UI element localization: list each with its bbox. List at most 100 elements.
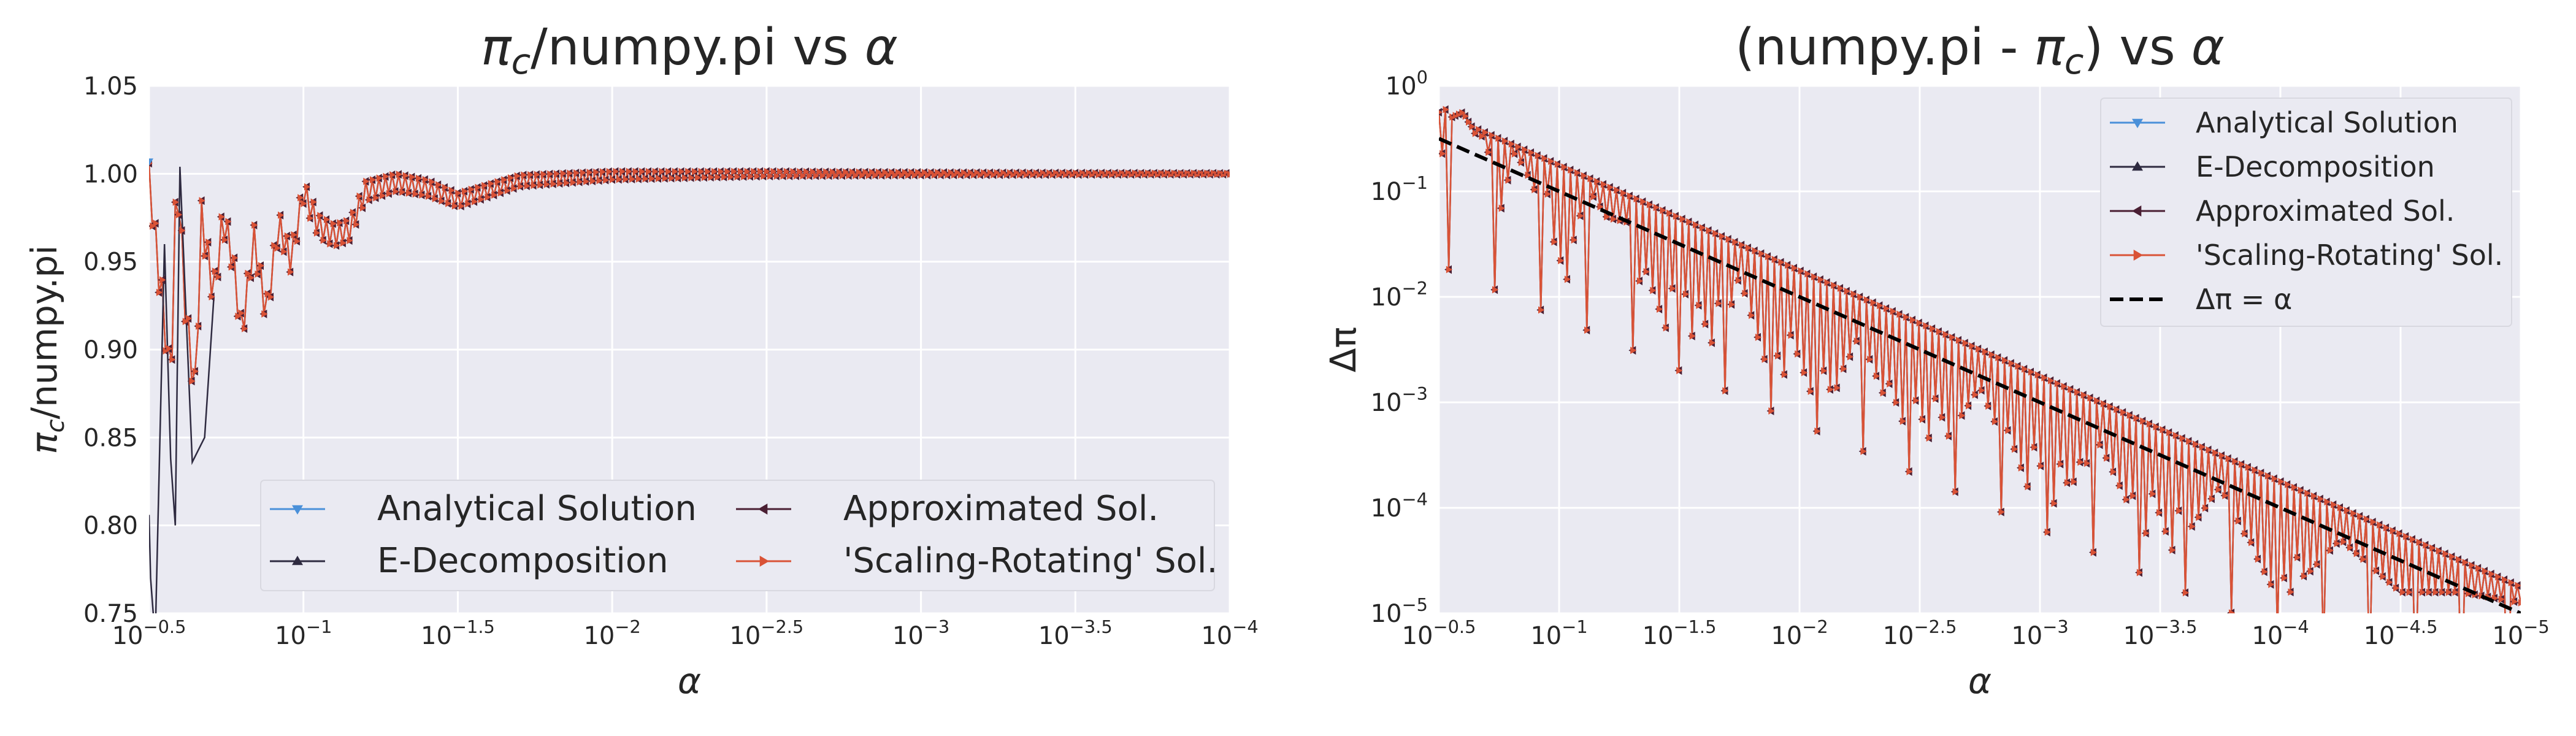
marker-scaling-rotating — [1781, 370, 1788, 378]
marker-scaling-rotating — [2423, 541, 2429, 549]
marker-scaling-rotating — [1056, 171, 1063, 178]
marker-scaling-rotating — [1903, 313, 1910, 321]
marker-scaling-rotating — [547, 170, 554, 178]
y-axis-label: πc/numpy.pi — [23, 245, 70, 454]
marker-scaling-rotating — [823, 168, 830, 176]
marker-scaling-rotating — [1485, 148, 1492, 156]
marker-scaling-rotating — [691, 167, 699, 175]
marker-scaling-rotating — [307, 214, 314, 222]
marker-scaling-rotating — [708, 174, 715, 182]
marker-scaling-rotating — [1827, 385, 1834, 393]
marker-scaling-rotating — [2090, 548, 2097, 556]
marker-scaling-rotating — [1181, 171, 1188, 178]
marker-scaling-rotating — [313, 229, 321, 237]
legend-box — [260, 480, 1215, 591]
marker-scaling-rotating — [232, 254, 239, 262]
marker-scaling-rotating — [616, 175, 623, 183]
marker-scaling-rotating — [1689, 332, 1696, 340]
marker-scaling-rotating — [1003, 171, 1010, 178]
marker-scaling-rotating — [304, 183, 311, 191]
marker-scaling-rotating — [1913, 397, 1920, 405]
marker-scaling-rotating — [938, 171, 945, 179]
marker-scaling-rotating — [1030, 171, 1037, 178]
marker-scaling-rotating — [2206, 446, 2212, 454]
x-tick-label: 10−3.5 — [1038, 616, 1113, 650]
marker-scaling-rotating — [343, 217, 350, 225]
marker-scaling-rotating — [2439, 588, 2446, 596]
marker-scaling-rotating — [570, 178, 577, 186]
x-tick-label: 10−3 — [2011, 616, 2068, 650]
marker-scaling-rotating — [1673, 212, 1680, 220]
marker-scaling-rotating — [294, 237, 301, 245]
marker-scaling-rotating — [586, 169, 593, 177]
legend-label: 'Scaling-Rotating' Sol. — [843, 541, 1217, 581]
marker-scaling-rotating — [1211, 169, 1217, 177]
marker-scaling-rotating — [1755, 333, 1762, 341]
marker-scaling-rotating — [715, 173, 721, 181]
marker-scaling-rotating — [1525, 171, 1531, 179]
marker-scaling-rotating — [987, 169, 994, 177]
marker-scaling-rotating — [448, 186, 455, 194]
marker-scaling-rotating — [2409, 535, 2417, 543]
marker-scaling-rotating — [1745, 244, 1752, 252]
marker-scaling-rotating — [1976, 345, 1982, 353]
marker-scaling-rotating — [186, 315, 193, 323]
marker-scaling-rotating — [2406, 588, 2413, 596]
marker-scaling-rotating — [393, 188, 399, 196]
marker-scaling-rotating — [593, 168, 600, 176]
marker-scaling-rotating — [2058, 460, 2064, 468]
marker-scaling-rotating — [836, 168, 843, 176]
marker-scaling-rotating — [356, 192, 363, 200]
marker-scaling-rotating — [1059, 169, 1066, 177]
marker-scaling-rotating — [1949, 334, 1956, 342]
marker-scaling-rotating — [2512, 597, 2518, 605]
marker-scaling-rotating — [531, 182, 537, 190]
marker-scaling-rotating — [2199, 443, 2206, 451]
marker-scaling-rotating — [2160, 426, 2166, 434]
marker-scaling-rotating — [2367, 670, 2373, 677]
marker-scaling-rotating — [1544, 190, 1551, 198]
marker-scaling-rotating — [1722, 387, 1729, 395]
marker-scaling-rotating — [288, 268, 294, 276]
marker-scaling-rotating — [1175, 171, 1181, 178]
x-tick-label: 10−4 — [2252, 616, 2309, 650]
marker-scaling-rotating — [192, 367, 199, 375]
marker-scaling-rotating — [1817, 275, 1824, 283]
marker-scaling-rotating — [153, 220, 159, 228]
marker-scaling-rotating — [507, 174, 515, 182]
marker-scaling-rotating — [1214, 171, 1221, 178]
marker-scaling-rotating — [1919, 415, 1926, 423]
marker-scaling-rotating — [632, 167, 639, 175]
marker-scaling-rotating — [2515, 581, 2521, 589]
marker-scaling-rotating — [1979, 386, 1985, 394]
marker-scaling-rotating — [639, 167, 646, 175]
marker-scaling-rotating — [603, 176, 610, 184]
chart-title: πc/numpy.pi vs α — [481, 18, 898, 82]
marker-scaling-rotating — [2298, 486, 2304, 494]
chart-title: (numpy.pi - πc) vs α — [1735, 18, 2225, 82]
marker-scaling-rotating — [491, 191, 498, 199]
marker-scaling-rotating — [1469, 123, 1476, 131]
marker-scaling-rotating — [567, 169, 573, 177]
marker-scaling-rotating — [1712, 229, 1719, 237]
marker-scaling-rotating — [780, 172, 787, 180]
marker-scaling-rotating — [1551, 238, 1558, 246]
marker-scaling-rotating — [228, 263, 235, 271]
marker-scaling-rotating — [458, 202, 465, 210]
marker-scaling-rotating — [649, 175, 656, 183]
x-tick-label: 10−0.5 — [1402, 616, 1476, 650]
marker-scaling-rotating — [2202, 504, 2209, 512]
marker-scaling-rotating — [2301, 572, 2308, 580]
marker-scaling-rotating — [2097, 441, 2104, 449]
marker-scaling-rotating — [2386, 578, 2393, 586]
marker-scaling-rotating — [402, 172, 409, 180]
marker-scaling-rotating — [2126, 412, 2133, 420]
y-tick-label: 0.90 — [83, 336, 138, 364]
marker-scaling-rotating — [879, 171, 886, 179]
marker-scaling-rotating — [1066, 169, 1073, 177]
marker-scaling-rotating — [1966, 402, 1972, 410]
y-tick-label: 1.05 — [83, 72, 138, 101]
marker-scaling-rotating — [1699, 224, 1706, 232]
marker-scaling-rotating — [1666, 209, 1673, 217]
